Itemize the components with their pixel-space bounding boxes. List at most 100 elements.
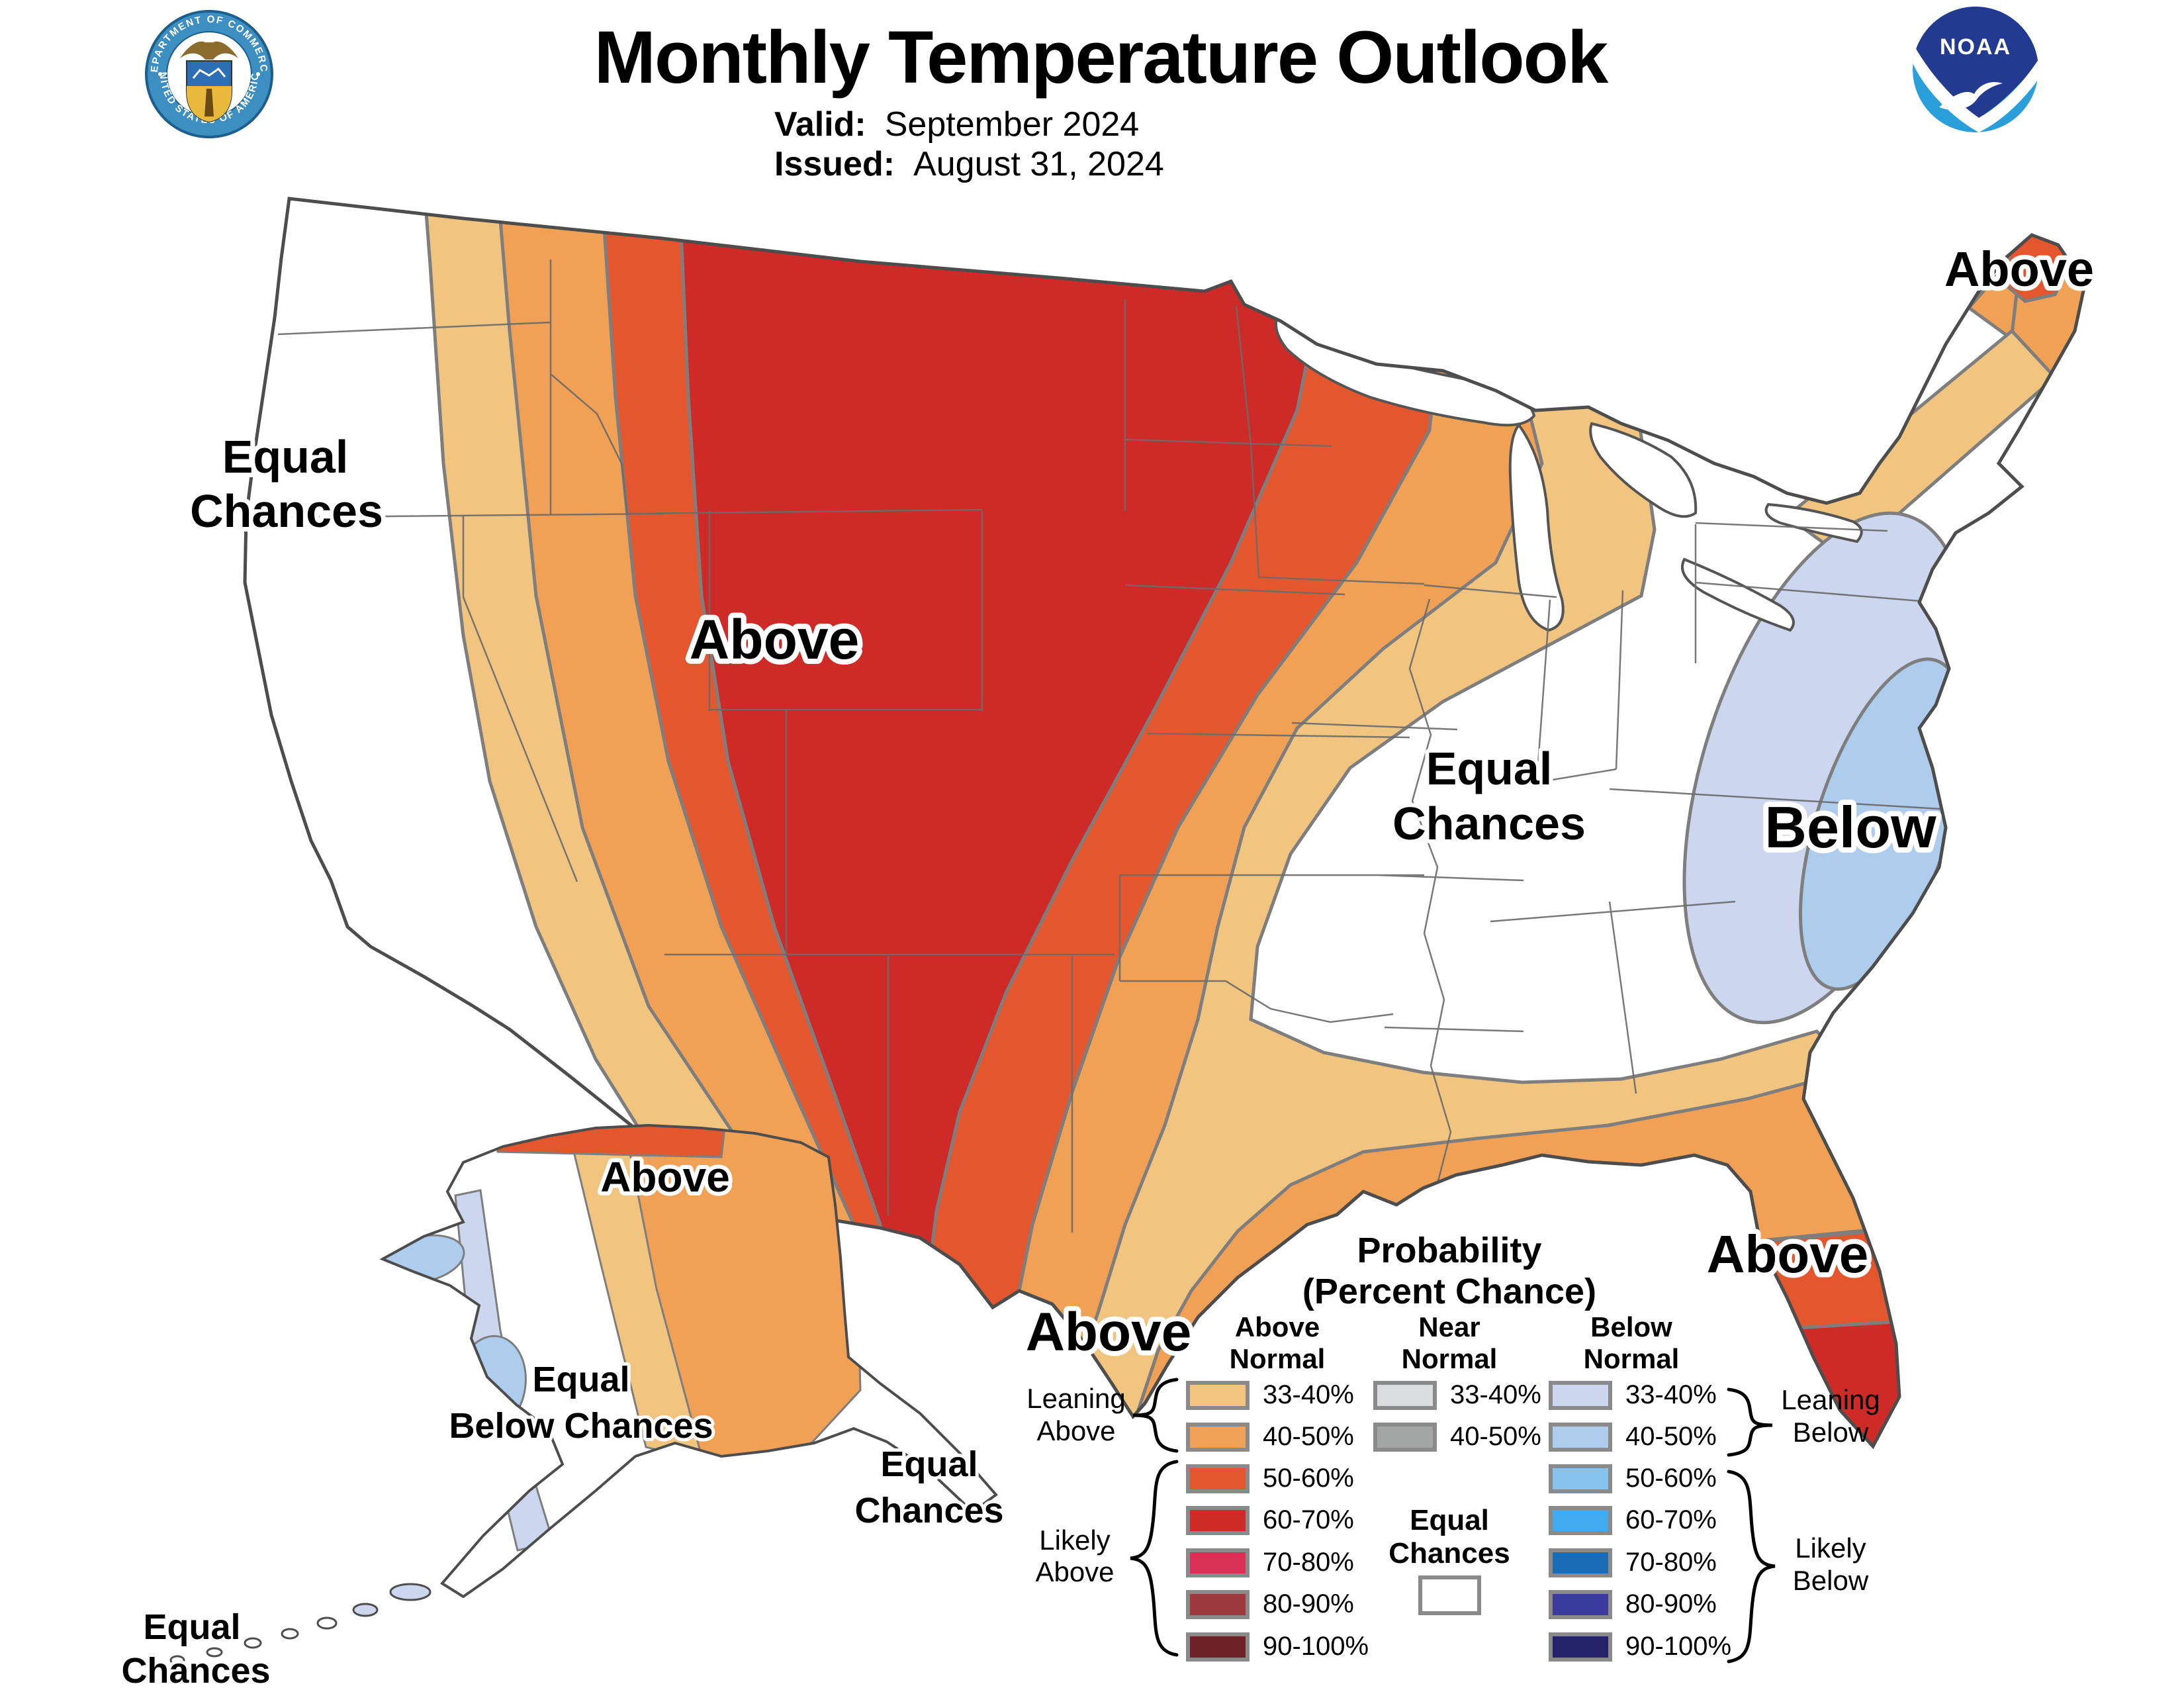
legend-col-below-1: Below: [1590, 1311, 1672, 1342]
legend-row-near-33-40: 33-40%: [1373, 1380, 1541, 1410]
range-above-70-80: 70-80%: [1263, 1548, 1354, 1577]
seal-star-right: [256, 72, 260, 76]
swatch-above-80-90: [1186, 1589, 1250, 1619]
legend-col-above-2: Normal: [1229, 1343, 1326, 1374]
legend-col-near-2: Normal: [1401, 1343, 1498, 1374]
swatch-below-80-90: [1549, 1589, 1612, 1619]
label-alaska-above: Above: [600, 1153, 730, 1201]
legend-leaning-below-2: Below: [1792, 1417, 1869, 1448]
range-below-90-100: 90-100%: [1625, 1632, 1732, 1661]
range-near-33-40: 33-40%: [1450, 1380, 1541, 1409]
swatch-below-40-50: [1549, 1422, 1612, 1452]
issued-value: August 31, 2024: [913, 145, 1164, 183]
legend-row-below-70-80: 70-80%: [1549, 1548, 1717, 1577]
seal-ship-icon: [192, 67, 226, 79]
swatch-near-33-40: [1373, 1380, 1437, 1410]
swatch-above-33-40: [1186, 1380, 1250, 1410]
swatch-above-90-100: [1186, 1632, 1250, 1662]
state-borders: [249, 259, 1941, 1233]
label-east-equal-2: Chances: [1392, 798, 1586, 849]
swatch-below-70-80: [1549, 1548, 1612, 1577]
legend-equal-1: Equal: [1410, 1504, 1489, 1536]
legend-row-above-60-70: 60-70%: [1186, 1505, 1354, 1535]
page-title: Monthly Temperature Outlook: [594, 16, 1609, 99]
legend-leaning-above-1: Leaning: [1026, 1383, 1126, 1414]
swatch-above-70-80: [1186, 1548, 1250, 1577]
label-ak-se-equal-1: Equal: [880, 1444, 978, 1484]
legend-likely-below-2: Below: [1792, 1565, 1869, 1596]
label-ak-west-equal-1: Equal: [532, 1360, 629, 1399]
brace-leaning-above: [1132, 1378, 1179, 1453]
legend-row-above-80-90: 80-90%: [1186, 1589, 1354, 1619]
label-east-equal-1: Equal: [1426, 743, 1553, 794]
legend-row-below-90-100: 90-100%: [1549, 1632, 1731, 1662]
label-ak-west-equal-2: Below Chances: [449, 1406, 713, 1446]
label-aleutians-equal-2: Chances: [121, 1651, 270, 1688]
valid-value: September 2024: [884, 105, 1140, 144]
valid-line: Valid: September 2024: [774, 105, 1139, 144]
legend-equal-chances-swatch: [1418, 1575, 1481, 1615]
swatch-below-90-100: [1549, 1632, 1612, 1662]
legend-row-above-33-40: 33-40%: [1186, 1380, 1354, 1410]
lake-michigan: [1508, 422, 1565, 632]
aleutian-island: [281, 1628, 299, 1640]
legend-row-below-50-60: 50-60%: [1549, 1464, 1717, 1493]
legend-row-above-40-50: 40-50%: [1186, 1422, 1354, 1452]
range-near-40-50: 40-50%: [1450, 1422, 1541, 1451]
aleutian-island: [244, 1637, 262, 1649]
legend-title-2: (Percent Chance): [1302, 1272, 1597, 1311]
swatch-near-40-50: [1373, 1422, 1437, 1452]
range-below-40-50: 40-50%: [1625, 1422, 1717, 1451]
aleutian-island: [169, 1655, 185, 1665]
swatch-above-40-50: [1186, 1422, 1250, 1452]
issued-label: Issued:: [774, 145, 895, 183]
aleutian-island: [352, 1603, 379, 1617]
label-ak-se-equal-2: Chances: [854, 1491, 1003, 1530]
range-above-33-40: 33-40%: [1263, 1380, 1354, 1409]
range-below-50-60: 50-60%: [1625, 1464, 1717, 1493]
lake-huron: [1589, 422, 1698, 518]
legend-row-near-40-50: 40-50%: [1373, 1422, 1541, 1452]
legend-equal-2: Chances: [1388, 1537, 1510, 1570]
range-above-80-90: 80-90%: [1263, 1589, 1354, 1618]
range-below-80-90: 80-90%: [1625, 1589, 1717, 1618]
lake-ontario: [1764, 502, 1863, 543]
seal-lighthouse-icon: [205, 89, 214, 117]
legend-row-above-50-60: 50-60%: [1186, 1464, 1354, 1493]
label-center-above: Above: [690, 608, 860, 671]
range-above-40-50: 40-50%: [1263, 1422, 1354, 1451]
noaa-swoosh: [1913, 43, 2038, 132]
aleutian-island: [389, 1583, 432, 1601]
map-labels-group: Equal Chances Above Equal Chances Below …: [118, 237, 2099, 1688]
legend-row-above-90-100: 90-100%: [1186, 1632, 1369, 1662]
range-above-90-100: 90-100%: [1263, 1632, 1369, 1661]
legend-col-near-1: Near: [1418, 1311, 1480, 1342]
legend-likely-above-1: Likely: [1039, 1524, 1111, 1556]
label-west-equal-1: Equal: [222, 431, 349, 483]
label-east-below: Below: [1764, 794, 1936, 860]
swatch-below-60-70: [1549, 1505, 1612, 1535]
label-west-equal-2: Chances: [190, 485, 383, 537]
legend-row-above-70-80: 70-80%: [1186, 1548, 1354, 1577]
range-below-70-80: 70-80%: [1625, 1548, 1717, 1577]
legend-row-below-60-70: 60-70%: [1549, 1505, 1717, 1535]
seal-eagle-body: [206, 42, 212, 60]
swatch-above-50-60: [1186, 1464, 1250, 1493]
legend-row-below-80-90: 80-90%: [1549, 1589, 1717, 1619]
commerce-seal-logo: DEPARTMENT OF COMMERCE UNITED STATES OF …: [143, 8, 273, 138]
aleutian-islands: [169, 1583, 432, 1665]
legend-leaning-below-1: Leaning: [1781, 1384, 1880, 1415]
brace-leaning-below: [1727, 1387, 1773, 1457]
brace-likely-above: [1130, 1460, 1179, 1657]
range-below-33-40: 33-40%: [1625, 1380, 1717, 1409]
range-below-60-70: 60-70%: [1625, 1505, 1717, 1534]
ak-below-small: [384, 1484, 416, 1505]
valid-label: Valid:: [774, 105, 866, 144]
legend-likely-below-1: Likely: [1795, 1532, 1866, 1564]
legend-likely-above-2: Above: [1035, 1556, 1115, 1587]
label-aleutians-equal-1: Equal: [143, 1607, 240, 1647]
legend-title-1: Probability: [1357, 1231, 1542, 1270]
range-above-60-70: 60-70%: [1263, 1505, 1354, 1534]
legend-row-below-33-40: 33-40%: [1549, 1380, 1717, 1410]
